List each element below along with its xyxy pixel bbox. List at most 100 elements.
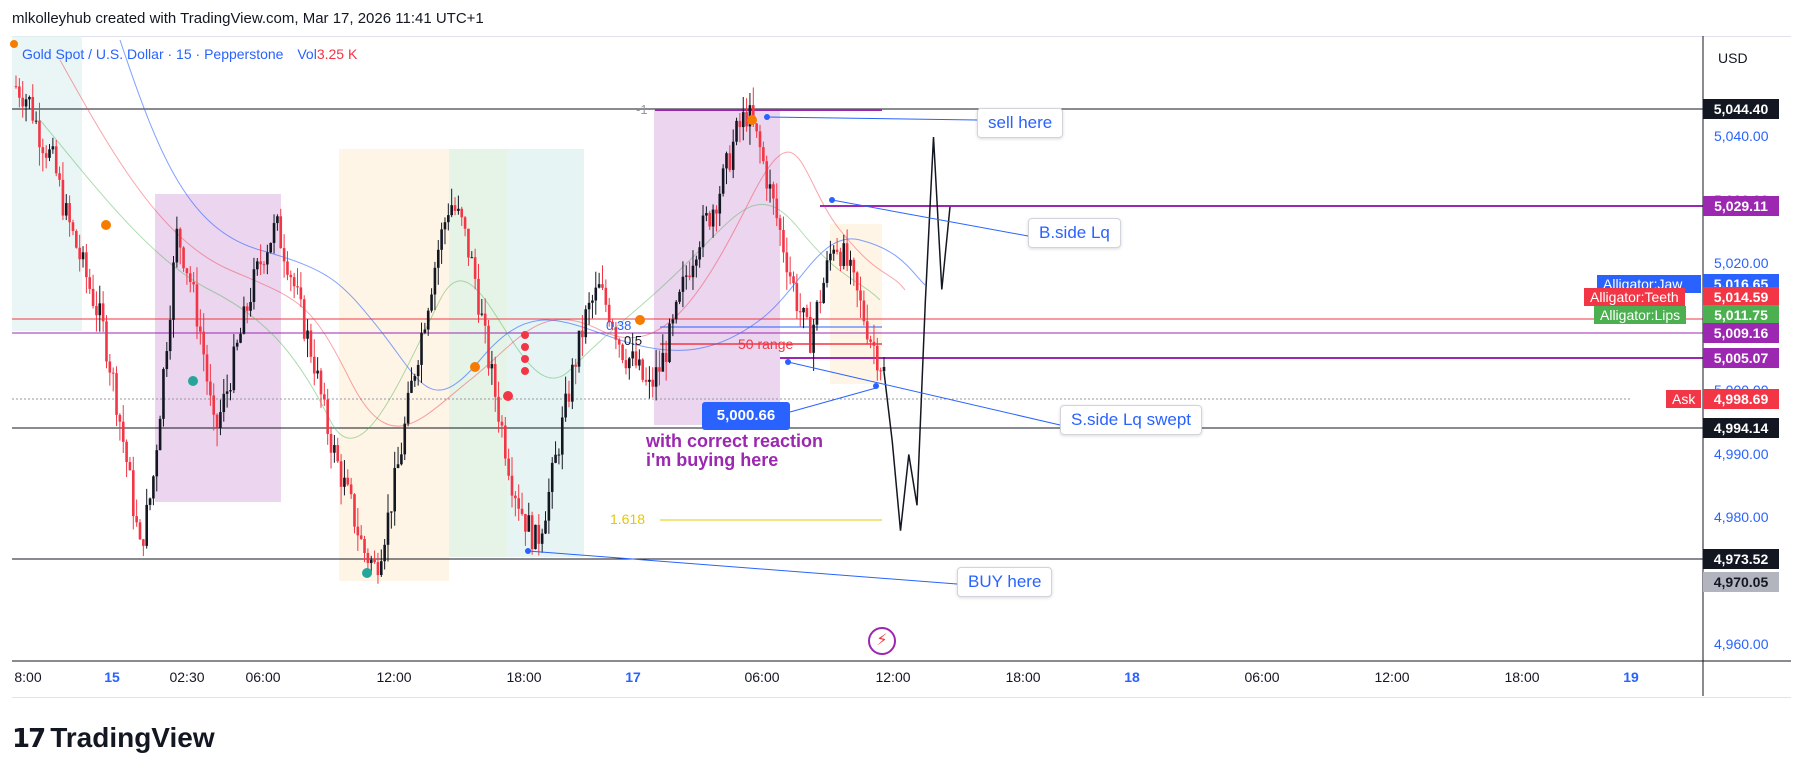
candle-body (336, 445, 340, 462)
candle-body (728, 153, 732, 170)
candle-body (849, 259, 852, 266)
candle-body (574, 364, 577, 367)
price-callout[interactable]: 5,000.66 (702, 402, 790, 430)
price-tag-5044: 5,044.40 (1703, 99, 1779, 119)
candle-body (711, 209, 715, 227)
candle-body (383, 544, 386, 562)
candle-body (534, 524, 537, 550)
note-sell-here[interactable]: sell here (977, 108, 1064, 138)
candle-body (745, 112, 748, 127)
candle-body (430, 294, 433, 311)
sell-anchor-dot (764, 114, 770, 120)
candle-body (872, 341, 876, 346)
candle-body (108, 361, 112, 373)
candle-body (403, 423, 407, 455)
candle-body (44, 153, 48, 158)
note-sside-lq-swept[interactable]: S.side Lq swept (1060, 405, 1203, 435)
price-chart[interactable] (0, 0, 1804, 700)
candle-body (436, 249, 440, 268)
candle-body (115, 373, 118, 415)
candle-body (527, 515, 531, 532)
candle-body (239, 333, 242, 343)
candle-body (671, 319, 675, 324)
candle-body (597, 284, 601, 288)
candle-body (289, 274, 293, 278)
candle-body (738, 120, 742, 128)
marker-orange (101, 220, 111, 230)
projection-path[interactable] (883, 136, 951, 531)
candle-body (587, 302, 591, 310)
candle-body (450, 205, 453, 216)
candle-body (51, 146, 55, 150)
candle-body (302, 299, 306, 339)
candle-body (815, 301, 819, 325)
candle-body (822, 282, 825, 303)
candle-body (125, 441, 128, 463)
candle-body (195, 284, 199, 327)
marker-teal (362, 568, 372, 578)
note-bside-lq[interactable]: B.side Lq (1028, 218, 1121, 248)
candle-body (98, 303, 102, 316)
time-tick-label: 06:00 (245, 669, 281, 685)
candle-body (802, 307, 805, 313)
candle-body (121, 421, 125, 442)
annotation-text[interactable]: with correct reaction i'm buying here (646, 431, 824, 470)
candle-body (155, 450, 159, 477)
candle-body (24, 99, 28, 107)
candle-body (463, 217, 467, 229)
candle-body (715, 209, 718, 214)
note-buy-here[interactable]: BUY here (957, 567, 1053, 597)
candle-body (859, 290, 862, 301)
fib-label-neg1: -1 (636, 102, 648, 117)
currency-selector[interactable]: USD (1718, 50, 1748, 66)
candle-body (678, 291, 681, 302)
lightning-icon[interactable]: ⚡ (868, 627, 896, 655)
candle-body (162, 369, 165, 419)
candle-body (829, 253, 832, 261)
candle-body (168, 319, 172, 352)
candle-body (497, 396, 500, 422)
sell-connector (766, 116, 978, 121)
volume-label: Vol (297, 46, 317, 62)
candle-body (805, 307, 809, 317)
sside-connector (787, 361, 1061, 426)
candle-body (148, 498, 152, 505)
candle-body (845, 243, 849, 266)
range-label: 50 range (738, 336, 794, 352)
candle-body (111, 372, 115, 374)
candlestick-series[interactable] (14, 75, 886, 584)
candle-body (839, 251, 842, 266)
candle-body (142, 539, 145, 546)
price-tick-label: 4,990.00 (1714, 445, 1769, 462)
candle-body (705, 213, 708, 216)
candle-body (192, 282, 195, 285)
alligator-teeth-line (59, 59, 906, 427)
candle-body (594, 287, 598, 301)
buy-connector (527, 550, 958, 585)
candle-body (48, 149, 51, 158)
candle-body (182, 247, 185, 269)
candle-body (292, 277, 296, 287)
candle-body (356, 526, 360, 536)
volume-value: 3.25 K (316, 46, 358, 62)
fib-label-038: 0.38 (606, 318, 632, 333)
price-tick-label: 4,960.00 (1714, 636, 1769, 652)
candle-body (741, 112, 745, 128)
candle-body (410, 380, 413, 393)
candle-body (396, 464, 400, 468)
symbol-legend[interactable]: Gold Spot / U.S. Dollar · 15 · Peppersto… (22, 46, 357, 62)
candle-body (751, 105, 755, 124)
candle-body (517, 498, 521, 509)
candle-body (21, 97, 25, 107)
candle-body (825, 260, 829, 283)
candle-body (641, 359, 645, 380)
candle-body (473, 257, 477, 279)
candle-body (138, 522, 142, 540)
candle-body (668, 323, 671, 362)
candle-body (447, 215, 450, 223)
candle-body (242, 306, 246, 334)
candle-body (648, 379, 651, 382)
candle-body (487, 325, 490, 369)
candle-body (366, 552, 370, 564)
candle-body (617, 339, 621, 345)
